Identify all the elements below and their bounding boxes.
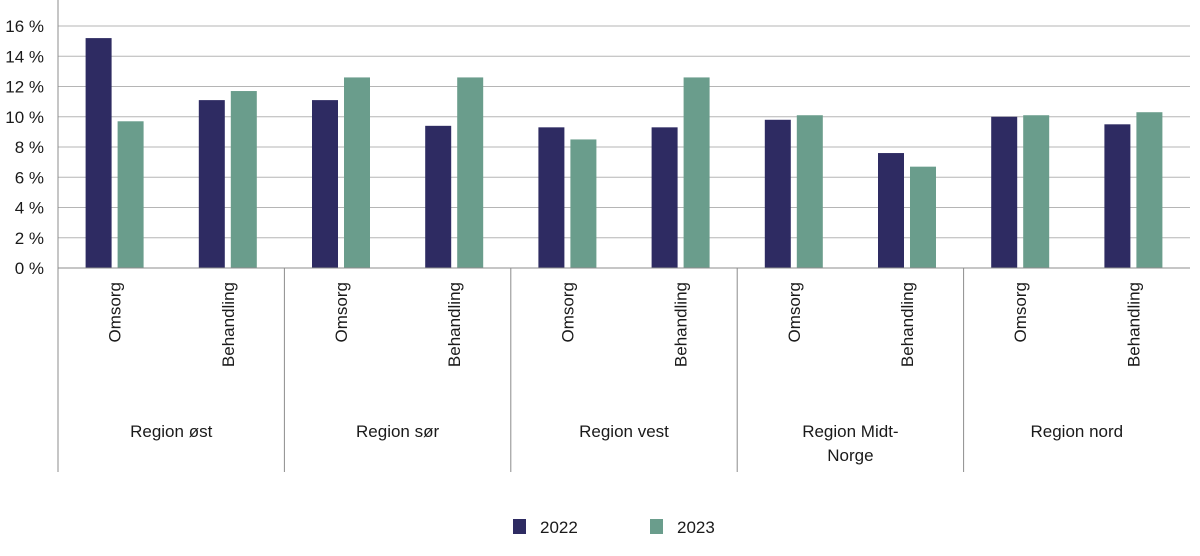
legend: 2022 2023 — [513, 518, 715, 537]
category-label: Omsorg — [106, 282, 125, 342]
bar-2023 — [683, 77, 710, 268]
bar-2022 — [651, 127, 678, 269]
category-label: Behandling — [219, 282, 238, 367]
category-label: Omsorg — [558, 282, 577, 342]
bar-2023 — [117, 121, 144, 268]
y-tick-label: 16 % — [5, 17, 44, 36]
bar-2022 — [1104, 124, 1131, 268]
bar-2023 — [230, 91, 257, 268]
y-tick-label: 2 % — [15, 229, 44, 248]
bar-2023 — [1136, 112, 1163, 269]
bar-2023 — [570, 139, 597, 268]
y-tick-label: 6 % — [15, 168, 44, 187]
axes: 0 % 2 % 4 % 6 % 8 % 10 % 12 % 14 % 16 % Omsorg Beh… — [5, 0, 1190, 472]
y-tick-label: 14 % — [5, 47, 44, 66]
group-label: Region nord — [1030, 422, 1123, 441]
y-tick-label: 12 % — [5, 78, 44, 97]
category-label: Behandling — [445, 282, 464, 367]
bar-2022 — [425, 125, 452, 268]
bar-2022 — [312, 100, 338, 268]
bar-2023 — [1023, 115, 1050, 268]
legend-label-2022: 2022 — [540, 518, 578, 537]
category-label: Omsorg — [785, 282, 804, 342]
group-label: Region vest — [579, 422, 669, 441]
bar-2023 — [910, 166, 936, 268]
category-label: Omsorg — [1011, 282, 1030, 342]
group-label: Region sør — [356, 422, 439, 441]
group-label: Region øst — [130, 422, 212, 441]
category-label: Omsorg — [332, 282, 351, 342]
bar-2023 — [796, 115, 823, 268]
y-tick-label: 8 % — [15, 138, 44, 157]
category-label: Behandling — [1124, 282, 1143, 367]
bar-2022 — [538, 127, 565, 269]
legend-label-2023: 2023 — [677, 518, 715, 537]
category-label: Behandling — [898, 282, 917, 367]
category-label: Behandling — [672, 282, 691, 367]
bar-2023 — [457, 77, 484, 268]
bar-2022 — [991, 116, 1018, 268]
bar-2022 — [764, 119, 791, 269]
grid-lines — [58, 25, 1190, 239]
y-tick-label: 4 % — [15, 199, 44, 218]
group-label: Region Midt-Norge — [802, 422, 898, 465]
legend-swatch-2022 — [513, 519, 526, 534]
bar-2023 — [344, 77, 370, 268]
bars — [85, 38, 1163, 269]
bar-2022 — [198, 100, 225, 268]
bar-2022 — [85, 38, 112, 268]
y-tick-label: 0 % — [15, 259, 44, 278]
legend-swatch-2023 — [650, 519, 663, 534]
y-tick-label: 10 % — [5, 108, 44, 127]
bar-2022 — [878, 153, 904, 268]
